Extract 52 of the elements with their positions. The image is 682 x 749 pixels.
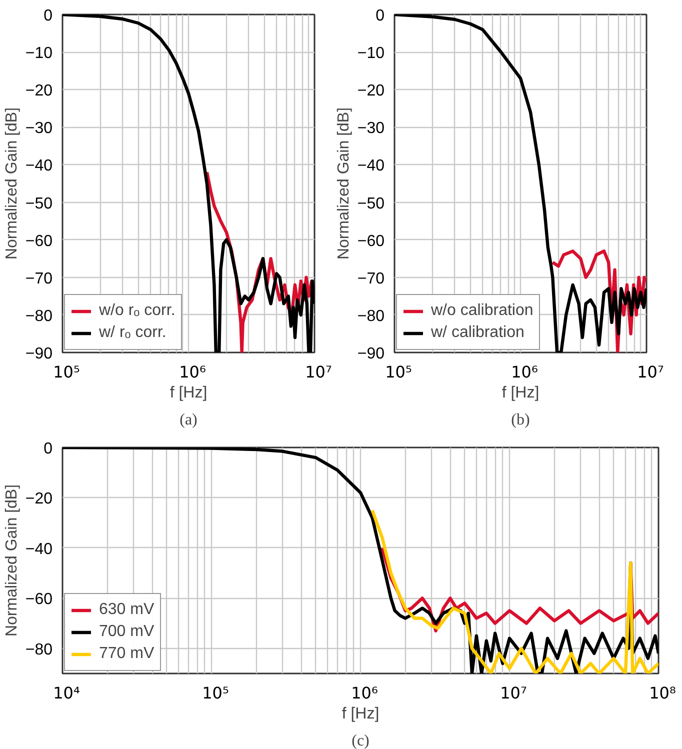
y-tick-label: −40: [357, 158, 385, 175]
y-axis-title: Normalized Gain [dB]: [335, 107, 352, 260]
x-axis-title: f [Hz]: [342, 706, 380, 722]
x-axis-title: f [Hz]: [170, 384, 208, 402]
y-tick-label: 0: [376, 8, 385, 24]
y-tick-label: −90: [25, 346, 53, 362]
x-tick-label: 10⁶: [171, 362, 206, 382]
y-tick-label: −70: [25, 270, 53, 288]
x-tick-label: 10⁷: [629, 362, 664, 382]
x-tick-label: 10⁸: [641, 684, 676, 702]
y-tick-label: −20: [357, 82, 385, 100]
legend-label: 700 mV: [99, 623, 154, 641]
y-tick-label: −30: [357, 120, 385, 138]
y-tick-label: 0: [44, 8, 53, 24]
x-tick-label: 10⁵: [45, 362, 80, 382]
legend-label: w/o rₒ corr.: [99, 302, 176, 320]
legend-label: w/ rₒ corr.: [99, 324, 166, 342]
y-tick-label: −40: [25, 158, 53, 175]
x-axis-title: f [Hz]: [502, 384, 540, 402]
x-tick-label: 10⁴: [45, 684, 80, 702]
x-tick-label: 10⁷: [492, 684, 527, 702]
y-axis-title: Normalized Gain [dB]: [3, 107, 20, 260]
legend-label: w/o calibration: [431, 302, 534, 320]
y-tick-label: −10: [25, 45, 53, 62]
x-tick-label: 10⁶: [343, 684, 378, 702]
y-tick-label: −90: [357, 346, 385, 362]
y-tick-label: −60: [25, 232, 53, 250]
legend-label: 630 mV: [99, 601, 154, 619]
y-tick-label: −50: [357, 195, 385, 212]
y-tick-label: −70: [357, 270, 385, 288]
y-tick-label: −80: [357, 308, 385, 325]
x-tick-label: 10⁵: [194, 684, 229, 702]
y-tick-label: −80: [25, 641, 53, 658]
y-tick-label: −20: [25, 82, 53, 100]
y-tick-label: −10: [357, 45, 385, 62]
y-tick-label: −40: [25, 540, 53, 558]
y-tick-label: −20: [25, 490, 53, 508]
x-tick-label: 10⁶: [503, 362, 538, 382]
legend-label: 770 mV: [99, 645, 154, 663]
y-axis-title: Normalized Gain [dB]: [3, 484, 20, 637]
y-tick-label: −60: [25, 591, 53, 608]
y-tick-label: −60: [357, 232, 385, 250]
y-tick-label: −30: [25, 120, 53, 138]
legend-label: w/ calibration: [431, 324, 524, 342]
text: (a): [180, 412, 198, 428]
text: (c): [352, 732, 370, 749]
y-tick-label: −80: [25, 308, 53, 325]
x-tick-label: 10⁷: [297, 362, 332, 382]
x-tick-label: 10⁵: [377, 362, 412, 382]
y-tick-label: 0: [44, 440, 53, 458]
text: (b): [511, 412, 530, 428]
y-tick-label: −50: [25, 195, 53, 212]
